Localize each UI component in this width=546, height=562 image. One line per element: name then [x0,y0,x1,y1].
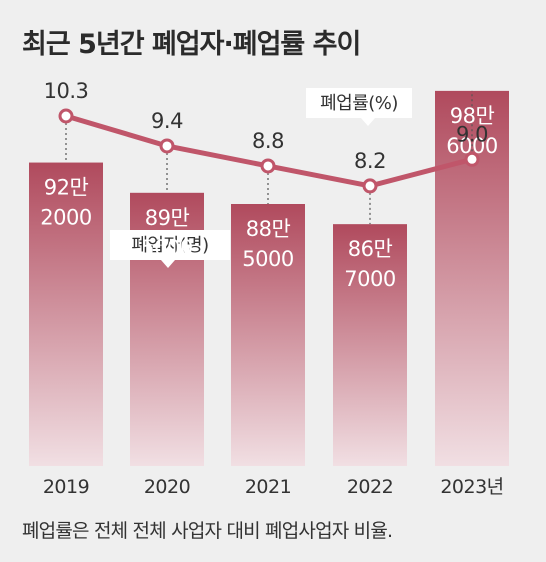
bar-label-line1: 89만 [145,206,190,230]
rate-value-label: 10.3 [44,79,89,103]
bar-label-line1: 88만 [246,217,291,241]
bar-label-line1: 98만 [450,104,495,128]
x-tick-label: 2019 [43,476,89,498]
legend-rate-tag-text: 폐업률(%) [320,93,398,114]
legend-rate-tag: 폐업률(%) [306,88,412,126]
chart-title: 최근 5년간 폐업자·폐업률 추이 [22,29,361,60]
bar-label-line1: 86만 [348,237,393,261]
bar-label-line2: 6000 [446,134,497,158]
x-tick-label: 2023년 [440,476,503,498]
bar-2019 [29,162,103,466]
bar-label-line2: 2000 [40,206,91,230]
footnote: 폐업률은 전체 전체 사업자 대비 폐업사업자 비율. [22,520,393,542]
bar-2022 [333,224,407,466]
rate-point [58,108,74,124]
legend-count-tag-box [110,230,230,268]
rate-value-label: 8.8 [252,129,284,153]
bar-2021 [231,204,305,466]
bar-label-line2: 5000 [242,247,293,271]
bar-label-line1: 92만 [44,176,89,200]
rate-point [260,158,276,174]
rate-value-label: 9.0 [456,122,488,146]
x-tick-label: 2021 [245,476,291,498]
rate-value-label: 8.2 [354,149,386,173]
bar-label-line2: 5000 [141,236,192,260]
x-tick-label: 2020 [144,476,190,498]
rate-point [159,138,175,154]
x-tick-label: 2022 [347,476,393,498]
bar-label-line2: 7000 [344,267,395,291]
rate-point [362,178,378,194]
legend-rate-tag-box [306,88,412,126]
rate-point [464,151,480,167]
rate-value-label: 9.4 [151,109,183,133]
legend-count-tag-text: 폐업자(명) [131,235,208,256]
legend-count-tag: 폐업자(명) [110,230,230,268]
